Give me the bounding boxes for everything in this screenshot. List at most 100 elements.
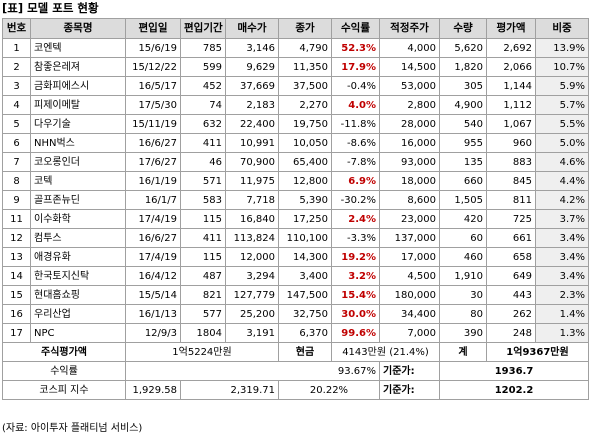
row-weight: 5.0% [535,133,589,153]
row-entry-date: 15/5/14 [125,285,181,305]
row-buy-price: 127,779 [225,285,279,305]
col-header-no: 번호 [2,18,31,39]
row-value: 658 [486,247,536,267]
row-holding-period: 452 [180,76,226,96]
row-buy-price: 22,400 [225,114,279,134]
table-row: 1 코엔텍 15/6/19 785 3,146 4,790 52.3% 4,000 5,620 2… [2,38,589,58]
row-weight: 5.9% [535,76,589,96]
row-return: 99.6% [331,323,380,343]
return-label: 수익률 [2,361,126,381]
row-entry-date: 17/6/27 [125,152,181,172]
row-value: 661 [486,228,536,248]
row-value: 960 [486,133,536,153]
row-no: 8 [2,171,31,191]
row-value: 725 [486,209,536,229]
cash-value: 4143만원 (21.4%) [331,342,440,362]
row-close-price: 32,750 [278,304,332,324]
row-return: 6.9% [331,171,380,191]
row-entry-date: 15/12/22 [125,57,181,77]
row-holding-period: 583 [180,190,226,210]
table-row: 7 코오롱인더 17/6/27 46 70,900 65,400 -7.8% 93,000 13… [2,152,589,172]
row-fair-price: 2,800 [379,95,440,115]
row-fair-price: 4,000 [379,38,440,58]
summary-row-stock-value: 주식평가액 1억5224만원 현금 4143만원 (21.4%) 계 1억936… [2,342,589,362]
row-fair-price: 18,000 [379,171,440,191]
row-weight: 4.4% [535,171,589,191]
source-note: (자료: 아이투자 플래티넘 서비스) [2,423,143,434]
row-no: 1 [2,38,31,58]
col-header-period: 편입기간 [180,18,226,39]
row-entry-date: 16/6/27 [125,228,181,248]
row-fair-price: 53,000 [379,76,440,96]
row-fair-price: 16,000 [379,133,440,153]
row-stock-name: NPC [30,323,126,343]
row-no: 7 [2,152,31,172]
row-fair-price: 4,500 [379,266,440,286]
row-fair-price: 23,000 [379,209,440,229]
row-no: 5 [2,114,31,134]
table-row: 15 현대홈쇼핑 15/5/14 821 127,779 147,500 15.4% 180,… [2,285,589,305]
table-row: 8 코텍 16/1/19 571 11,975 12,800 6.9% 18,000 660 84… [2,171,589,191]
row-no: 6 [2,133,31,153]
row-no: 14 [2,266,31,286]
row-entry-date: 16/4/12 [125,266,181,286]
row-quantity: 955 [439,133,487,153]
row-return: 2.4% [331,209,380,229]
row-buy-price: 10,991 [225,133,279,153]
row-holding-period: 599 [180,57,226,77]
row-value: 649 [486,266,536,286]
row-return: 15.4% [331,285,380,305]
table-row: 17 NPC 12/9/3 1804 3,191 6,370 99.6% 7,000 390 24… [2,323,589,343]
row-weight: 10.7% [535,57,589,77]
row-no: 15 [2,285,31,305]
row-buy-price: 12,000 [225,247,279,267]
col-header-buy: 매수가 [225,18,279,39]
return-base-label: 기준가: [379,361,440,381]
kospi-base-label: 기준가: [379,380,440,400]
table-row: 4 피제이메탈 17/5/30 74 2,183 2,270 4.0% 2,800 4,900 1… [2,95,589,115]
row-quantity: 460 [439,247,487,267]
row-buy-price: 70,900 [225,152,279,172]
row-no: 16 [2,304,31,324]
row-return: -0.4% [331,76,380,96]
row-buy-price: 2,183 [225,95,279,115]
row-weight: 2.3% [535,285,589,305]
row-entry-date: 16/1/7 [125,190,181,210]
row-quantity: 4,900 [439,95,487,115]
row-stock-name: 우리산업 [30,304,126,324]
row-close-price: 3,400 [278,266,332,286]
row-buy-price: 113,824 [225,228,279,248]
row-close-price: 147,500 [278,285,332,305]
row-buy-price: 9,629 [225,57,279,77]
summary-row-return: 수익률 93.67% 기준가: 1936.7 [2,361,589,381]
row-stock-name: NHN벅스 [30,133,126,153]
row-weight: 5.7% [535,95,589,115]
row-quantity: 135 [439,152,487,172]
row-holding-period: 1804 [180,323,226,343]
row-value: 1,067 [486,114,536,134]
cash-label: 현금 [278,342,332,362]
row-holding-period: 46 [180,152,226,172]
row-return: -8.6% [331,133,380,153]
kospi-current: 1,929.58 [125,380,181,400]
row-weight: 13.9% [535,38,589,58]
row-stock-name: 컴투스 [30,228,126,248]
table-row: 6 NHN벅스 16/6/27 411 10,991 10,050 -8.6% 16,000 9… [2,133,589,153]
row-value: 443 [486,285,536,305]
stock-value-label: 주식평가액 [2,342,126,362]
row-fair-price: 8,600 [379,190,440,210]
row-close-price: 11,350 [278,57,332,77]
table-row: 14 한국토지신탁 16/4/12 487 3,294 3,400 3.2% 4,500 1,9… [2,266,589,286]
table-row: 9 골프존뉴딘 16/1/7 583 7,718 5,390 -30.2% 8,600 1,50… [2,190,589,210]
portfolio-table: 번호 종목명 편입일 편입기간 매수가 종가 수익률 적정주가 수량 평가액 비… [2,18,589,400]
col-header-name: 종목명 [30,18,126,39]
row-return: 4.0% [331,95,380,115]
row-entry-date: 16/1/19 [125,171,181,191]
row-no: 13 [2,247,31,267]
row-holding-period: 632 [180,114,226,134]
col-header-return: 수익률 [331,18,380,39]
row-value: 1,112 [486,95,536,115]
kospi-label: 코스피 지수 [2,380,126,400]
row-buy-price: 7,718 [225,190,279,210]
row-fair-price: 17,000 [379,247,440,267]
